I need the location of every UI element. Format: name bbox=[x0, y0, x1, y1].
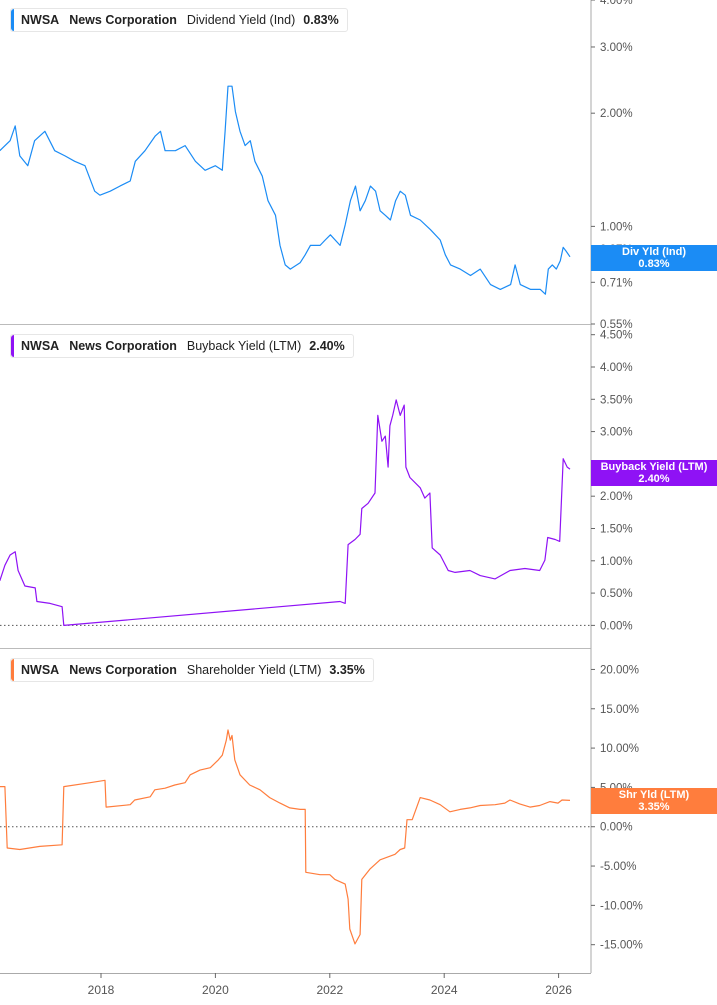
y-tick-label: 1.00% bbox=[600, 556, 633, 568]
legend-metric: Shareholder Yield (LTM) bbox=[186, 663, 322, 677]
y-tick-label: 3.50% bbox=[600, 394, 633, 406]
y-tick-label: 0.55% bbox=[600, 319, 633, 331]
legend-company: News Corporation bbox=[69, 663, 177, 677]
y-tick-label: 1.00% bbox=[600, 221, 633, 233]
y-tick-label: -10.00% bbox=[600, 900, 643, 912]
x-tick-label: 2020 bbox=[202, 983, 229, 997]
last-value-label-buyback: Buyback Yield (LTM) 2.40% bbox=[591, 460, 717, 486]
y-tick-label: 4.50% bbox=[600, 330, 633, 342]
legend-value: 0.83% bbox=[303, 13, 339, 27]
y-tick-label: 0.00% bbox=[600, 822, 633, 834]
y-tick-label: 3.00% bbox=[600, 427, 633, 439]
legend-company: News Corporation bbox=[69, 339, 177, 353]
y-tick-label: 0.71% bbox=[600, 277, 633, 289]
last-value-name: Shr Yld (LTM) bbox=[618, 789, 690, 801]
y-tick-label: 10.00% bbox=[600, 743, 639, 755]
x-tick-label: 2026 bbox=[545, 983, 572, 997]
x-tick-label: 2018 bbox=[88, 983, 115, 997]
last-value: 2.40% bbox=[638, 473, 670, 485]
y-tick-label: 2.00% bbox=[600, 491, 633, 503]
legend-value: 2.40% bbox=[309, 339, 345, 353]
x-tick-label: 2022 bbox=[316, 983, 343, 997]
last-value: 3.35% bbox=[638, 801, 670, 813]
last-value-name: Div Yld (Ind) bbox=[622, 246, 686, 258]
legend-ticker: NWSA bbox=[21, 339, 60, 353]
y-tick-label: 4.00% bbox=[600, 362, 633, 374]
y-tick-label: 15.00% bbox=[600, 704, 639, 716]
x-tick-label: 2024 bbox=[431, 983, 458, 997]
y-tick-label: 4.00% bbox=[600, 0, 633, 7]
y-tick-label: 0.00% bbox=[600, 620, 633, 632]
legend-metric: Buyback Yield (LTM) bbox=[186, 339, 302, 353]
series-line bbox=[0, 399, 571, 626]
y-tick-label: 1.50% bbox=[600, 523, 633, 535]
series-color-bar bbox=[11, 335, 14, 357]
legend-value: 3.35% bbox=[329, 663, 365, 677]
last-value-label-shareholder: Shr Yld (LTM) 3.35% bbox=[591, 788, 717, 814]
series-color-bar bbox=[11, 9, 14, 31]
legend-metric: Dividend Yield (Ind) bbox=[186, 13, 296, 27]
y-tick-label: 3.00% bbox=[600, 42, 633, 54]
last-value-name: Buyback Yield (LTM) bbox=[600, 461, 708, 473]
series-line bbox=[0, 85, 571, 295]
y-tick-label: 20.00% bbox=[600, 664, 639, 676]
legend-dividend-yield: NWSA News Corporation Dividend Yield (In… bbox=[10, 8, 348, 32]
y-tick-label: -15.00% bbox=[600, 940, 643, 952]
legend-buyback-yield: NWSA News Corporation Buyback Yield (LTM… bbox=[10, 334, 354, 358]
last-value-label-dividend: Div Yld (Ind) 0.83% bbox=[591, 245, 717, 271]
legend-ticker: NWSA bbox=[21, 13, 60, 27]
last-value: 0.83% bbox=[638, 258, 670, 270]
y-tick-label: 0.50% bbox=[600, 588, 633, 600]
series-color-bar bbox=[11, 659, 14, 681]
y-tick-label: 2.00% bbox=[600, 108, 633, 120]
legend-company: News Corporation bbox=[69, 13, 177, 27]
series-line bbox=[0, 729, 571, 945]
y-tick-label: -5.00% bbox=[600, 861, 636, 873]
legend-shareholder-yield: NWSA News Corporation Shareholder Yield … bbox=[10, 658, 374, 682]
legend-ticker: NWSA bbox=[21, 663, 60, 677]
